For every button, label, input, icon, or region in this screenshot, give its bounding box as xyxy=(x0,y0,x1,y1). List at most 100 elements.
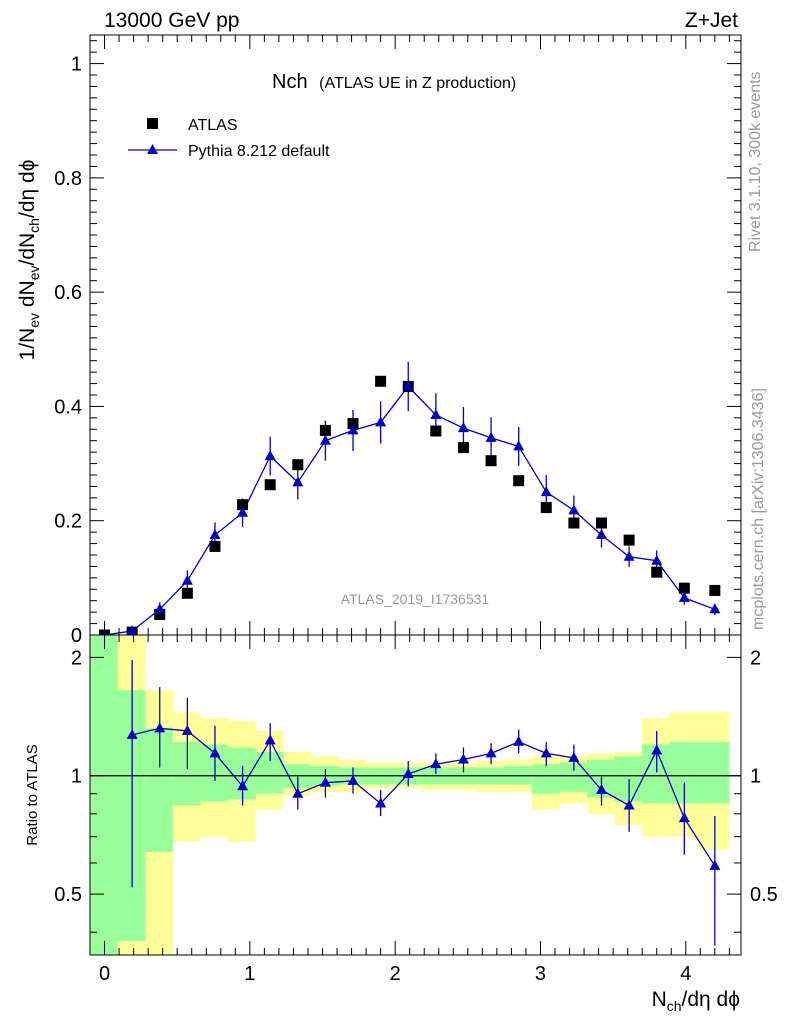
ratio-y-tick-label: 1 xyxy=(71,766,82,788)
pythia-data-point xyxy=(568,504,580,515)
ratio-data-point xyxy=(709,859,721,870)
atlas-data-point xyxy=(709,584,721,596)
main-y-tick-label: 0.2 xyxy=(54,511,82,533)
rivet-version-label: Rivet 3.1.10, 300k events xyxy=(747,71,764,252)
pythia-data-point xyxy=(709,603,721,614)
atlas-data-point xyxy=(292,459,304,471)
ratio-data-point xyxy=(181,724,193,735)
atlas-data-point xyxy=(568,517,580,529)
pythia-data-point xyxy=(651,554,663,565)
pythia-data-point xyxy=(485,431,497,442)
ratio-y-tick-label-right: 1 xyxy=(750,766,761,788)
ratio-y-tick-label: 2 xyxy=(71,647,82,669)
pythia-data-point xyxy=(237,506,249,517)
atlas-data-point xyxy=(264,479,276,491)
plot-title-main: Nch xyxy=(272,71,308,93)
ratio-data-point xyxy=(623,799,635,810)
atlas-data-point xyxy=(457,442,469,454)
mcplots-label: mcplots.cern.ch [arXiv:1306.3436] xyxy=(750,388,767,630)
main-y-tick-label: 0.8 xyxy=(54,168,82,190)
x-tick-label: 4 xyxy=(680,963,691,985)
legend-atlas-marker xyxy=(147,118,158,129)
atlas-data-point xyxy=(347,418,359,430)
ratio-data-point xyxy=(292,787,304,798)
atlas-data-point xyxy=(430,425,442,437)
ratio-data-point xyxy=(154,722,166,733)
ratio-inner-band xyxy=(117,690,146,941)
plot-title: Nch (ATLAS UE in Z production) xyxy=(272,71,516,93)
header-energy-label: 13000 GeV pp xyxy=(104,9,239,32)
ratio-data-point xyxy=(540,747,552,758)
ratio-data-point xyxy=(568,751,580,762)
x-tick-label: 2 xyxy=(390,963,401,985)
main-y-tick-label: 0 xyxy=(71,625,82,647)
atlas-data-point xyxy=(513,475,525,487)
ratio-data-point xyxy=(457,753,469,764)
ratio-inner-band xyxy=(531,764,560,794)
analysis-tag: ATLAS_2019_I1736531 xyxy=(341,591,490,607)
ratio-inner-band xyxy=(559,762,587,792)
atlas-data-point xyxy=(375,375,387,387)
pythia-data-point xyxy=(402,380,414,391)
ratio-data-point xyxy=(126,728,138,739)
ratio-inner-band xyxy=(90,635,118,955)
ratio-data-point xyxy=(485,747,497,758)
plot-title-sub: (ATLAS UE in Z production) xyxy=(319,75,516,92)
header-process-label: Z+Jet xyxy=(685,9,738,32)
pythia-data-point xyxy=(264,450,276,461)
ratio-data-point xyxy=(209,747,221,758)
atlas-data-point xyxy=(209,540,221,552)
pythia-data-point xyxy=(596,529,607,539)
ratio-inner-band xyxy=(614,756,643,802)
ratio-plot-frame xyxy=(89,634,742,956)
main-plot: 0 0.2 0.4 0.6 0.8 1 xyxy=(54,34,742,647)
pythia-data-point xyxy=(292,476,304,487)
ratio-y-tick-label: 0.5 xyxy=(54,884,82,906)
ratio-inner-band xyxy=(642,744,670,804)
atlas-data-point xyxy=(651,566,663,578)
pythia-data-point xyxy=(678,591,690,602)
main-y-tick-label: 1 xyxy=(71,54,82,76)
atlas-data-point xyxy=(623,534,635,546)
ratio-data-point xyxy=(347,774,359,785)
pythia-data-point xyxy=(375,416,387,427)
ratio-y-tick-label-right: 0.5 xyxy=(750,884,778,906)
legend-pythia-label: Pythia 8.212 default xyxy=(188,143,330,160)
atlas-data-point xyxy=(596,517,607,529)
pythia-data-point xyxy=(623,550,635,561)
x-tick-label: 0 xyxy=(99,963,110,985)
ratio-data-point xyxy=(237,780,249,791)
ratio-inner-band xyxy=(145,728,173,852)
main-y-tick-label: 0.4 xyxy=(54,396,82,418)
ratio-y-axis-label: Ratio to ATLAS xyxy=(24,744,41,845)
atlas-data-point xyxy=(540,502,552,514)
pythia-data-point xyxy=(319,434,331,445)
x-tick-label: 1 xyxy=(244,963,255,985)
legend-pythia-marker xyxy=(147,144,158,154)
pythia-data-point xyxy=(347,424,359,435)
atlas-data-point xyxy=(678,582,690,594)
pythia-data-point xyxy=(430,409,442,419)
x-axis-label: Nch/dη dϕ xyxy=(652,988,740,1014)
atlas-data-point xyxy=(485,455,497,467)
ratio-y-tick-label-right: 2 xyxy=(750,647,761,669)
pythia-data-point xyxy=(154,603,166,614)
ratio-plot-content xyxy=(90,659,741,946)
ratio-plot-axes: 0 1 2 3 4 0.5 0.5 1 1 2 2 xyxy=(54,635,778,985)
atlas-data-point xyxy=(154,608,166,620)
ratio-data-point xyxy=(596,783,607,794)
pythia-data-point xyxy=(181,574,193,585)
pythia-data-point xyxy=(209,529,221,539)
ratio-data-point xyxy=(402,768,414,779)
ratio-data-point xyxy=(678,812,690,823)
pythia-data-point xyxy=(126,625,138,635)
ratio-plot: 0 1 2 3 4 0.5 0.5 1 1 2 2 xyxy=(54,634,778,985)
ratio-data-point xyxy=(430,758,442,769)
main-y-axis-label: 1/Nev dNev/dNch/dη dϕ xyxy=(16,160,42,361)
legend-atlas-label: ATLAS xyxy=(188,117,238,134)
ratio-inner-band xyxy=(255,751,284,794)
ratio-data-point xyxy=(264,734,276,745)
atlas-data-point xyxy=(319,424,331,436)
atlas-data-point xyxy=(237,499,249,511)
ratio-inner-band xyxy=(172,741,201,806)
